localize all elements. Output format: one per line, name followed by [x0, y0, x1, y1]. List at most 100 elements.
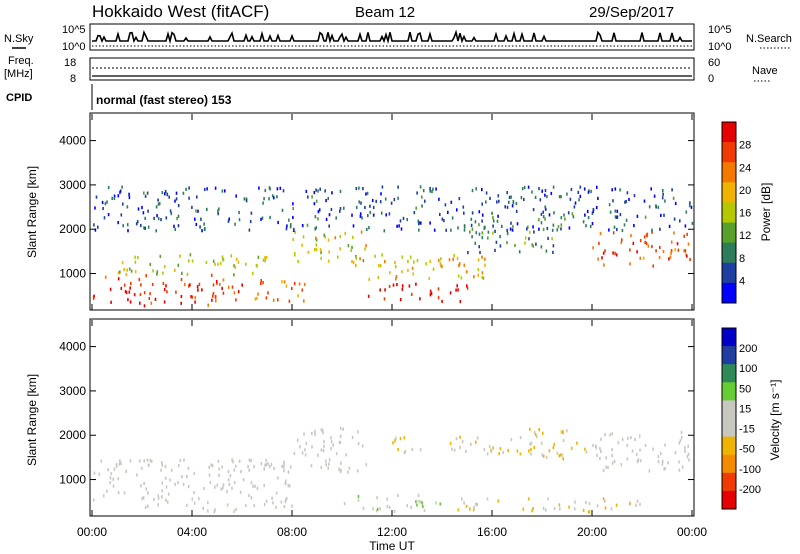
- heatmap-cell: [545, 249, 548, 253]
- heatmap-cell: [506, 241, 508, 245]
- heatmap-cell: [324, 235, 326, 239]
- heatmap-cell: [642, 256, 645, 260]
- heatmap-cell: [211, 298, 213, 302]
- heatmap-cell: [432, 187, 434, 191]
- heatmap-cell: [532, 244, 534, 248]
- heatmap-cell: [92, 498, 95, 502]
- heatmap-cell: [327, 466, 329, 470]
- heatmap-cell: [687, 452, 690, 456]
- heatmap-cell: [435, 501, 437, 505]
- heatmap-cell: [283, 280, 286, 284]
- heatmap-cell: [395, 436, 397, 440]
- heatmap-cell: [97, 225, 99, 229]
- heatmap-cell: [650, 187, 652, 191]
- heatmap-cell: [531, 509, 533, 513]
- heatmap-cell: [485, 200, 487, 204]
- heatmap-cell: [118, 462, 121, 466]
- heatmap-cell: [538, 218, 540, 222]
- heatmap-cell: [315, 188, 317, 192]
- heatmap-cell: [134, 260, 137, 264]
- heatmap-cell: [643, 235, 646, 239]
- colorbar-tick-label: 24: [739, 162, 751, 174]
- heatmap-cell: [401, 255, 404, 259]
- heatmap-cell: [294, 230, 296, 234]
- heatmap-cell: [117, 271, 120, 275]
- heatmap-cell: [592, 246, 594, 250]
- heatmap-cell: [166, 193, 169, 197]
- heatmap-cell: [443, 219, 445, 223]
- heatmap-cell: [314, 432, 316, 436]
- heatmap-cell: [437, 296, 440, 300]
- heatmap-cell: [516, 222, 519, 226]
- heatmap-cell: [492, 224, 494, 228]
- heatmap-cell: [123, 491, 126, 495]
- heatmap-cell: [306, 223, 309, 227]
- heatmap-cell: [268, 197, 270, 201]
- heatmap-cell: [297, 259, 299, 264]
- heatmap-cell: [311, 445, 313, 449]
- heatmap-cell: [218, 473, 220, 478]
- heatmap-cell: [176, 217, 178, 221]
- x-tick-label: 08:00: [277, 525, 307, 539]
- heatmap-cell: [637, 458, 640, 462]
- heatmap-cell: [415, 500, 417, 504]
- noise-tick-right-top: 10^5: [708, 24, 732, 36]
- heatmap-cell: [403, 451, 406, 455]
- heatmap-cell: [421, 501, 423, 505]
- heatmap-cell: [667, 461, 669, 465]
- heatmap-cell: [169, 478, 171, 482]
- heatmap-cell: [174, 227, 176, 231]
- heatmap-cell: [660, 451, 662, 456]
- heatmap-cell: [345, 453, 347, 457]
- heatmap-cell: [610, 507, 613, 511]
- heatmap-cell: [473, 275, 475, 279]
- heatmap-cell: [156, 272, 158, 276]
- heatmap-cell: [149, 262, 152, 267]
- heatmap-cell: [358, 186, 360, 190]
- heatmap-cell: [388, 284, 391, 289]
- heatmap-cell: [339, 207, 342, 211]
- heatmap-cell: [117, 491, 120, 495]
- heatmap-cell: [194, 300, 196, 304]
- heatmap-cell: [521, 187, 524, 191]
- heatmap-cell: [497, 194, 500, 198]
- heatmap-cell: [530, 447, 532, 451]
- heatmap-cell: [140, 223, 142, 228]
- heatmap-cell: [107, 213, 110, 217]
- heatmap-cell: [556, 228, 558, 232]
- heatmap-cell: [229, 474, 232, 478]
- heatmap-cell: [216, 281, 218, 285]
- heatmap-cell: [222, 291, 225, 295]
- heatmap-cell: [406, 504, 408, 508]
- heatmap-cell: [552, 185, 555, 189]
- heatmap-cell: [532, 507, 534, 511]
- heatmap-cell: [347, 244, 350, 248]
- heatmap-cell: [214, 262, 216, 266]
- heatmap-cell: [553, 442, 555, 446]
- heatmap-cell: [639, 459, 642, 463]
- colorbar-bin: [722, 202, 736, 224]
- heatmap-cell: [141, 205, 143, 210]
- velocity-y-axis: 1000 2000 3000 4000: [59, 340, 694, 487]
- heatmap-cell: [305, 189, 308, 193]
- heatmap-cell: [678, 441, 681, 445]
- heatmap-cell: [320, 256, 322, 260]
- heatmap-cell: [355, 254, 357, 259]
- heatmap-cell: [469, 507, 471, 511]
- heatmap-cell: [117, 194, 120, 198]
- heatmap-cell: [459, 299, 462, 304]
- heatmap-cell: [438, 197, 440, 201]
- heatmap-cell: [359, 214, 362, 218]
- heatmap-cell: [220, 487, 222, 491]
- heatmap-cell: [360, 201, 362, 205]
- heatmap-cell: [294, 253, 296, 257]
- heatmap-cell: [437, 258, 440, 262]
- heatmap-cell: [258, 186, 260, 190]
- heatmap-cell: [685, 252, 687, 257]
- heatmap-cell: [242, 478, 245, 482]
- heatmap-cell: [273, 466, 275, 470]
- heatmap-cell: [228, 483, 231, 487]
- heatmap-cell: [209, 480, 212, 484]
- heatmap-cell: [523, 197, 525, 202]
- heatmap-cell: [194, 217, 196, 221]
